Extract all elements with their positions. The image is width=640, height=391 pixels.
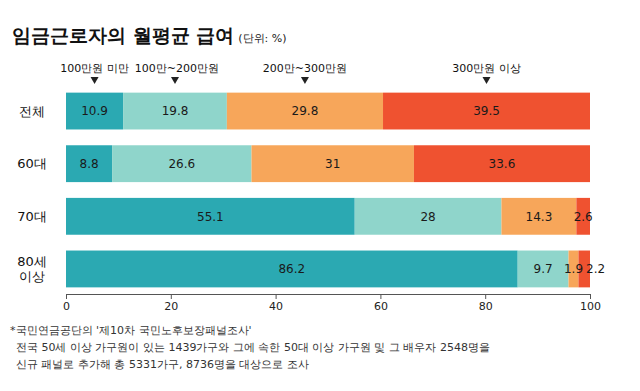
category-label: 60대	[17, 156, 47, 171]
data-label: 14.3	[526, 210, 553, 224]
data-label: 31	[325, 157, 340, 171]
bars	[66, 93, 590, 288]
annotation: 신규 패널로 추가해 총 5331가구, 8736명을 대상으로 조사	[16, 358, 309, 371]
bar	[251, 145, 413, 182]
data-label: 1.9	[564, 262, 583, 276]
data-label: 19.8	[162, 104, 189, 118]
legend: 100만원 미만 100만~200만원 200만~300만원 300만원 이상	[60, 62, 520, 84]
legend-marker	[301, 77, 309, 84]
legend-label: 200만~300만원	[263, 62, 347, 75]
tick: 60	[374, 294, 388, 313]
data-label: 2.6	[574, 210, 593, 224]
tick-label: 60	[374, 300, 388, 313]
tick-label: 0	[63, 300, 70, 313]
subtitle: (단위: %)	[238, 32, 286, 45]
category-label: 70대	[17, 209, 47, 224]
title: 임금근로자의 월평균 급여	[12, 24, 234, 46]
bar	[383, 93, 590, 130]
tick: 20	[164, 294, 178, 313]
category-label: 전체	[19, 104, 45, 119]
legend-label: 100만~200만원	[135, 62, 219, 75]
x-axis: 0 20 40 60 80 100	[63, 294, 601, 313]
bar	[66, 93, 123, 130]
data-label: 28	[420, 210, 435, 224]
legend-marker	[483, 77, 491, 84]
bar	[66, 251, 518, 288]
data-label: 39.5	[473, 104, 500, 118]
tick: 0	[63, 294, 70, 313]
tick-label: 80	[479, 300, 493, 313]
data-labels: 10.9 19.8 29.8 39.5 8.8 26.6 31 33.6 55.1 28 14.3 2…	[80, 104, 606, 276]
annotation: *국민연금공단의 '제10차 국민노후보장패널조사'	[10, 324, 252, 337]
bar	[414, 145, 590, 182]
tick: 40	[269, 294, 283, 313]
tick-label: 100	[580, 300, 601, 313]
data-label: 55.1	[197, 210, 224, 224]
tick: 100	[580, 294, 601, 313]
category-labels: 전체 60대 70대 80세이상	[17, 104, 47, 284]
bar	[518, 251, 569, 288]
legend-marker	[171, 77, 179, 84]
legend-marker	[91, 77, 99, 84]
bar	[501, 198, 576, 235]
axis-line	[67, 295, 591, 300]
tick-label: 40	[269, 300, 283, 313]
legend-label: 100만원 미만	[60, 62, 129, 75]
tick-mark	[485, 294, 486, 299]
legend-label: 300만원 이상	[452, 62, 521, 75]
tick-mark	[590, 294, 591, 299]
tick-mark	[380, 294, 381, 299]
bar	[66, 145, 112, 182]
tick-label: 20	[164, 300, 178, 313]
data-label: 86.2	[278, 262, 305, 276]
data-label: 2.2	[586, 262, 605, 276]
chart: 임금근로자의 월평균 급여 (단위: %) 10.9 19.8 29.8 39.5 8.8 2…	[0, 0, 640, 391]
tick-mark	[66, 294, 67, 299]
category-label: 80세이상	[17, 254, 47, 284]
tick: 80	[479, 294, 493, 313]
annotation: 전국 50세 이상 가구원이 있는 1439가구와 그에 속한 50대 이상 가…	[16, 341, 490, 354]
bar	[112, 145, 251, 182]
bar	[355, 198, 502, 235]
data-label: 8.8	[80, 157, 99, 171]
tick-mark	[276, 294, 277, 299]
data-label: 33.6	[489, 157, 516, 171]
data-label: 10.9	[81, 104, 108, 118]
bar	[227, 93, 383, 130]
footnote: *국민연금공단의 '제10차 국민노후보장패널조사' 전국 50세 이상 가구원이…	[10, 324, 490, 371]
data-label: 26.6	[168, 157, 195, 171]
bar	[66, 198, 355, 235]
tick-mark	[171, 294, 172, 299]
bar	[123, 93, 227, 130]
data-label: 9.7	[534, 262, 553, 276]
data-label: 29.8	[292, 104, 319, 118]
